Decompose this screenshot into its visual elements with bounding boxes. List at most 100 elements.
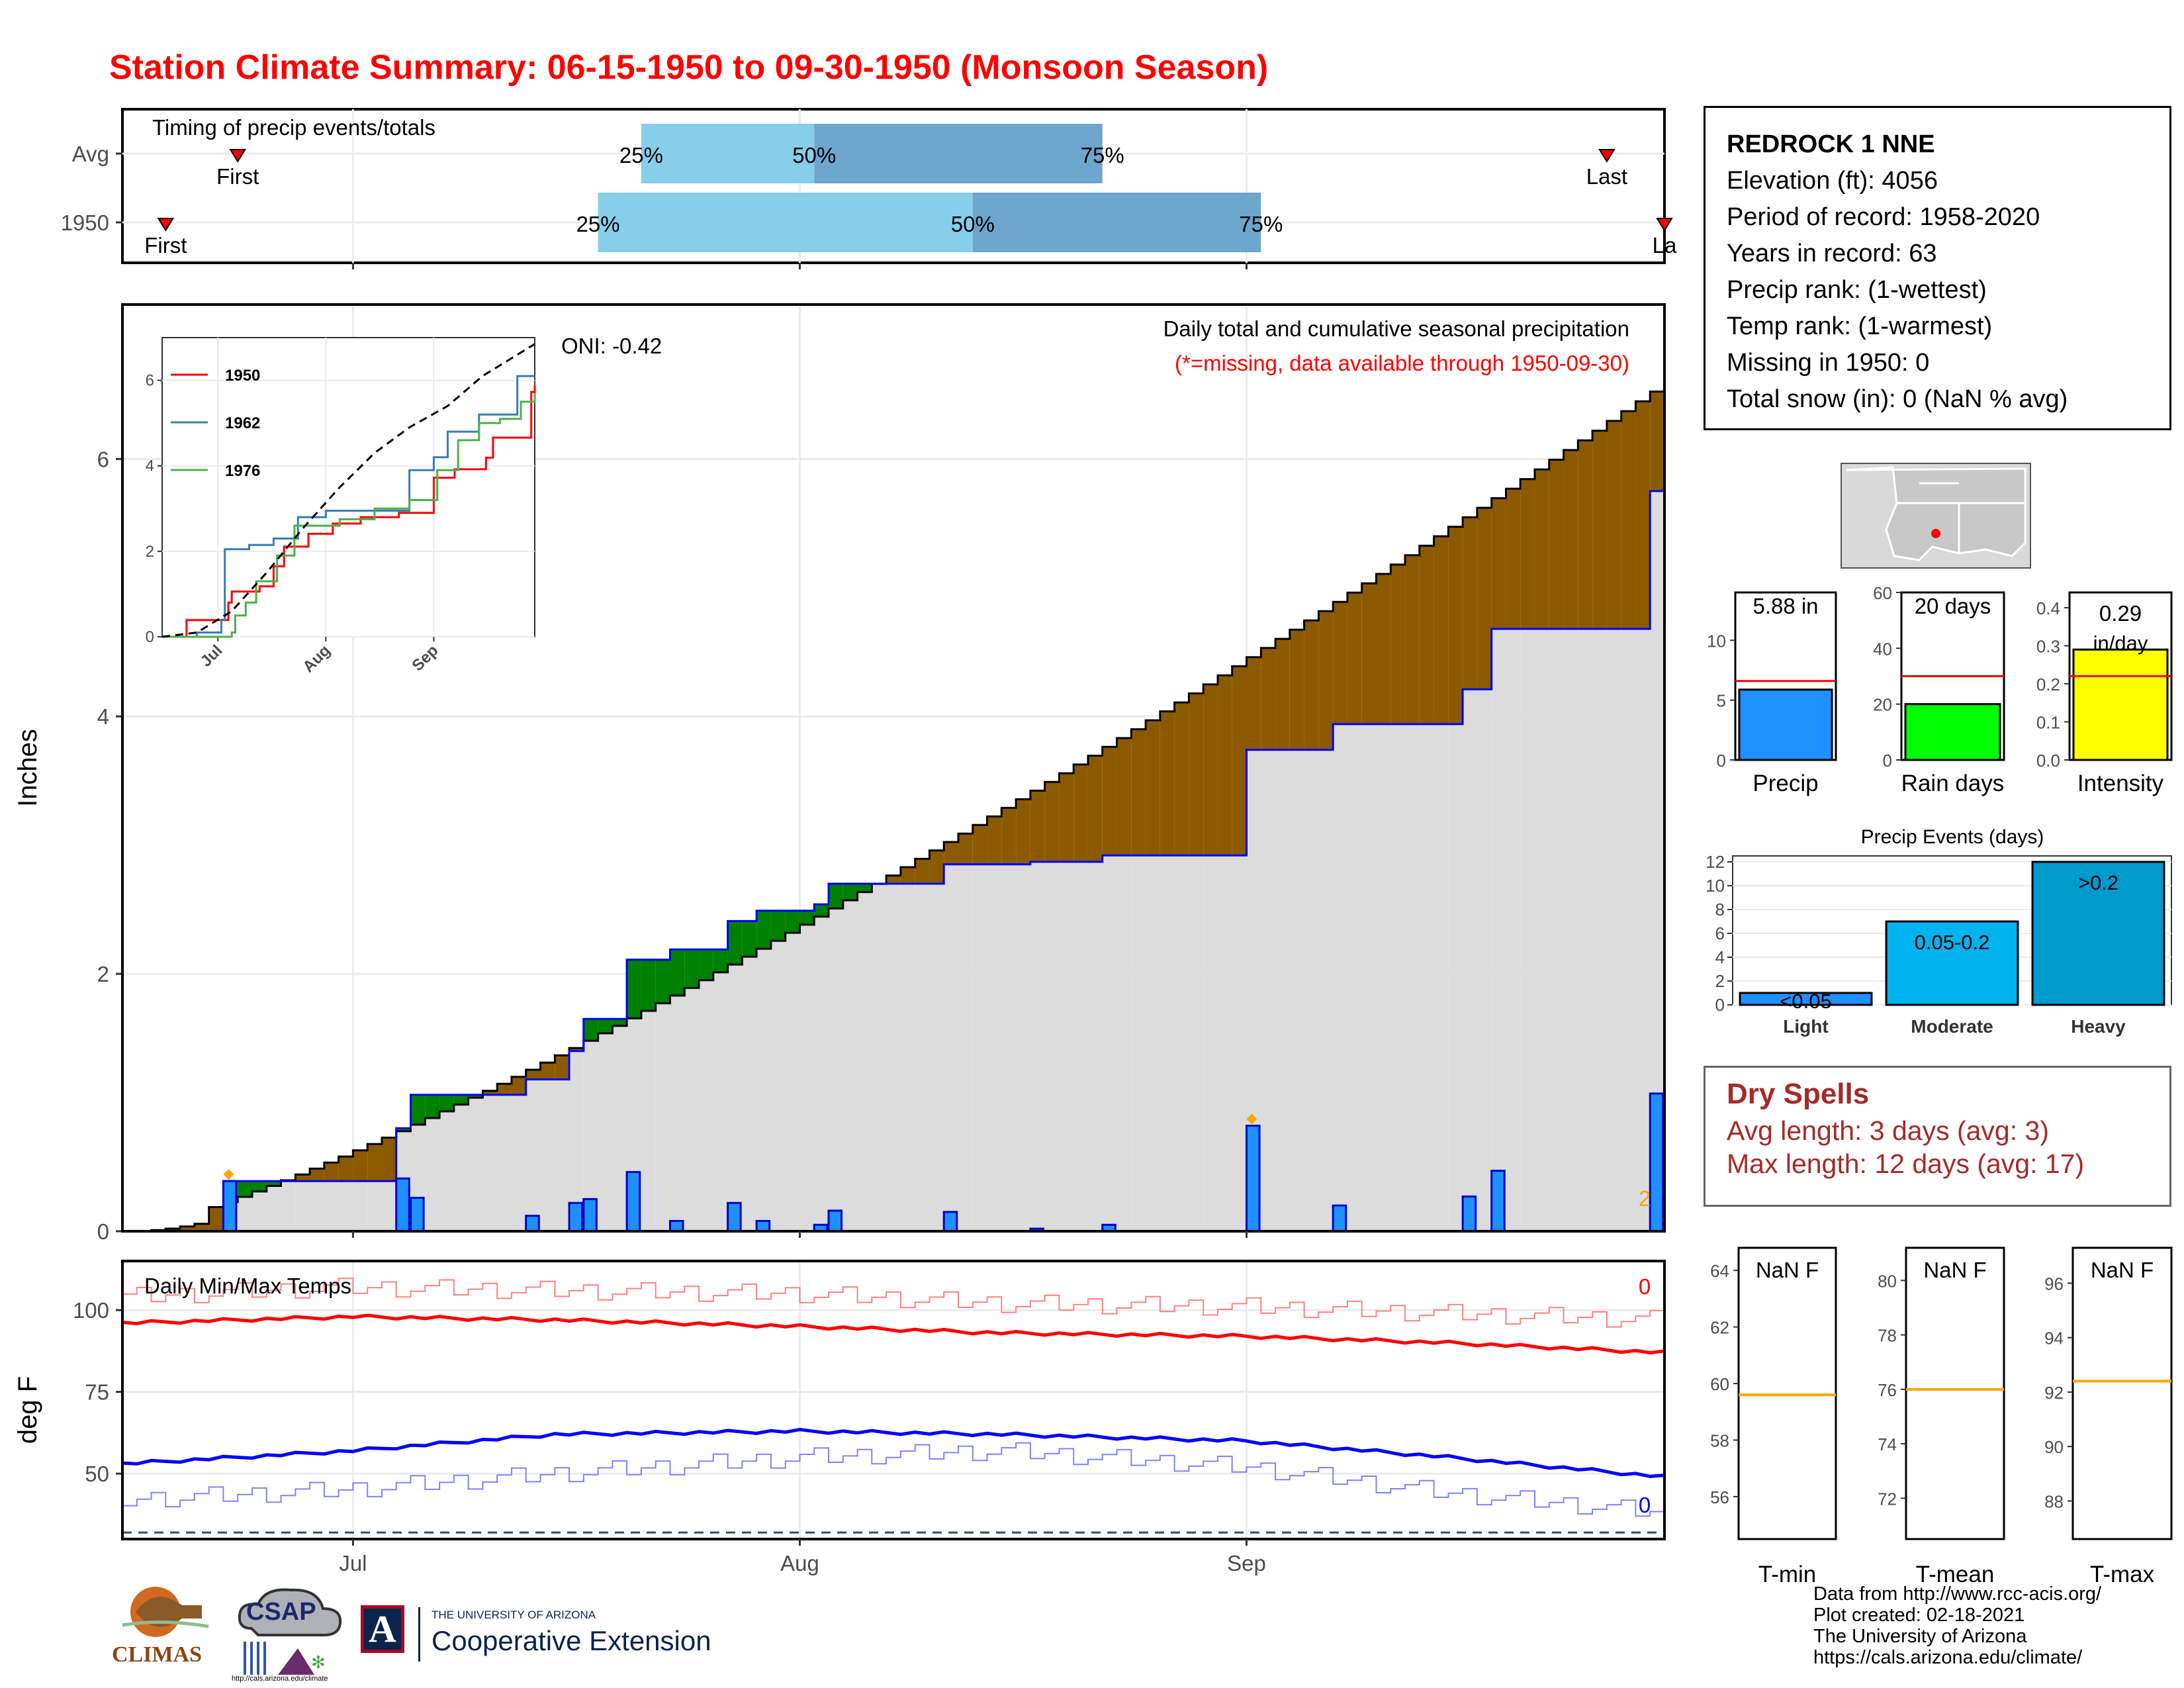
deficit-area [987,816,1002,865]
deficit-area [1275,639,1290,750]
surplus-area [238,1181,252,1197]
climas-logo: CLIMAS [109,1579,218,1675]
main-chart-subtitle: (*=missing, data available through 1950-… [1175,351,1629,375]
location-map [1841,463,2031,569]
tbox-ytick-label: 76 [1878,1380,1897,1400]
surplus-area [829,884,843,909]
temps-series-Normal-min [122,1427,1665,1478]
deficit-area [1578,440,1593,629]
mini-ytick-label: 0 [1883,751,1892,771]
cumulative-area [1650,491,1664,1231]
daily-precip-bar [568,1201,584,1233]
cumulative-area [569,1051,584,1231]
deficit-area [958,833,973,865]
events-ytick-label: 2 [1715,971,1725,991]
cumulative-precip-panel: 0 2 4 6 2 [97,303,1666,1244]
corner-count-label: 2 [1639,1186,1651,1211]
deficit-area [353,1150,368,1182]
cumulative-area [900,884,915,1231]
deficit-area [1405,555,1420,724]
daily-precip-bar [1461,1196,1477,1233]
deficit-area [1189,693,1204,856]
cumulative-area [540,1079,555,1231]
cumulative-area [381,1181,396,1231]
csap-logo-text: CSAP [246,1598,316,1626]
mini-ytick-label: 10 [1707,631,1726,651]
events-bar-label: 0.05-0.2 [1915,931,1990,954]
cumulative-area [1001,864,1017,1231]
mini-ytick-label: 0.3 [2036,637,2060,657]
mini-ytick-label: 20 [1873,695,1892,715]
deficit-area [1347,592,1362,724]
mini-ytick-label: 0.2 [2036,675,2060,694]
temps-ytick-label: 75 [85,1380,109,1405]
daily-precip-bar [625,1171,641,1233]
station-snow: Total snow (in): 0 (NaN % avg) [1727,385,2068,413]
timing-panel: 25% 50% 75% First Last Avg 25% 50% 75% First La 195… [61,108,1677,264]
deficit-area [569,1048,584,1051]
cumulative-area [886,884,901,1231]
mini-bar-Precip [1738,688,1833,761]
cumulative-area [1361,724,1377,1231]
tbox-ytick-label: 96 [2044,1274,2064,1293]
deficit-area [511,1076,526,1095]
missing-marker [223,1169,234,1180]
tbox-ytick-label: 78 [1878,1326,1897,1346]
cumulative-area [1203,855,1218,1231]
inset-legend-label: 1950 [225,367,260,385]
cumulative-area [1376,724,1391,1231]
cumulative-area [1635,629,1651,1231]
temps-series-Record-min [122,1442,1665,1517]
deficit-area [482,1090,498,1095]
timing-last-label: La [1653,233,1677,258]
deficit-area [324,1162,339,1182]
events-bar-Moderate [1885,920,2019,1006]
temps-xtick-label: Sep [1227,1551,1266,1575]
deficit-area [367,1144,382,1182]
cumulative-area [453,1104,469,1231]
events-ytick-label: 4 [1715,947,1725,967]
dry-spells-title: Dry Spells [1727,1078,1870,1110]
cumulative-area [1592,629,1607,1231]
mini-xlabel: Rain days [1901,771,2005,796]
station-elevation: Elevation (ft): 4056 [1727,167,1938,195]
surplus-area [583,1019,598,1041]
daily-precip-bar [525,1215,540,1233]
cumulative-area [1520,629,1535,1231]
cumulative-area [872,884,887,1231]
mini-unit-label: in/day [2093,632,2148,655]
timing-first-marker [229,149,246,163]
temps-xtick-label: Jul [339,1551,367,1575]
main-ytick-label: 2 [97,962,109,986]
climas-logo-text: CLIMAS [112,1642,203,1667]
main-ytick-label: 4 [97,704,109,729]
timing-p25-label: 25% [619,143,663,167]
deficit-area [165,1228,181,1231]
ua-letter: A [361,1605,404,1653]
deficit-area [295,1174,310,1182]
deficit-area [1419,545,1434,724]
mini-ytick-label: 5 [1717,691,1726,711]
ua-logo-mark: A [361,1605,407,1658]
tbox-value-label: NaN F [1923,1258,1986,1282]
deficit-area [194,1223,209,1231]
tbox-frame-T-min [1737,1246,1837,1540]
timing-title: Timing of precip events/totals [152,115,435,140]
deficit-area [1477,508,1492,690]
cumulative-area [1333,724,1347,1231]
mini-bar-Rain days [1904,703,2001,761]
surplus-area [453,1094,469,1105]
deficit-area [1491,498,1506,629]
daily-precip-bar [582,1197,598,1233]
cumulative-area [1448,724,1463,1231]
timing-last-marker [1656,218,1673,232]
surplus-area [396,1128,411,1131]
cumulative-area [1030,861,1045,1231]
events-xlabel: Moderate [1911,1016,1993,1037]
timing-p25-label: 25% [576,212,620,236]
cumulative-area [1535,629,1549,1231]
mini-xlabel: Intensity [2077,771,2164,796]
deficit-area [1217,675,1232,856]
